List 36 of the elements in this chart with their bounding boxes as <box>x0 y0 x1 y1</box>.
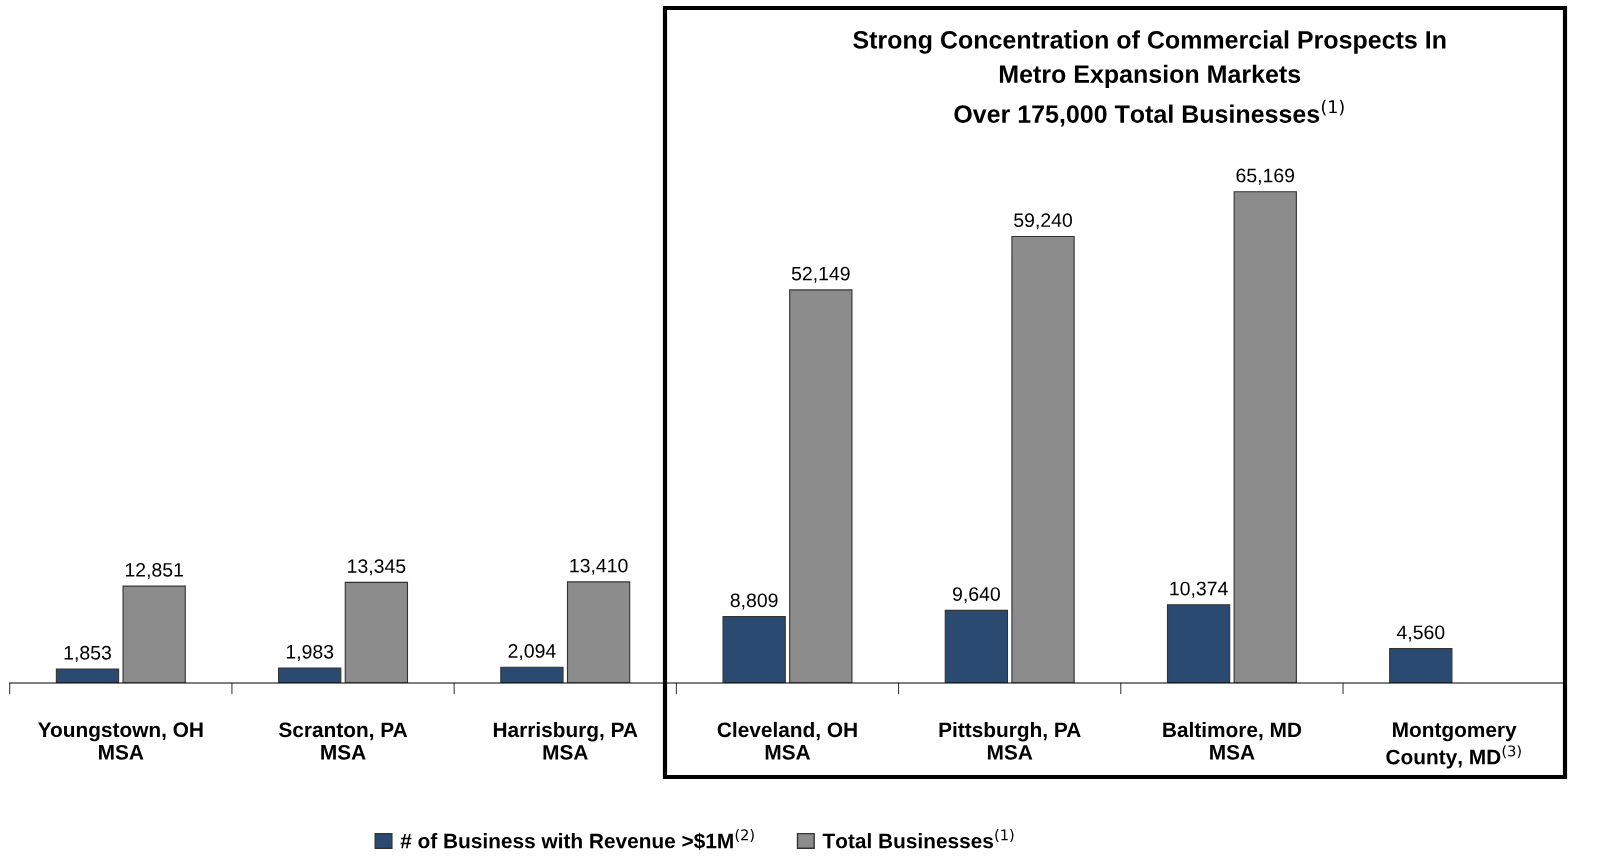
bar <box>566 581 631 683</box>
data-label: 10,374 <box>1170 581 1228 598</box>
x-tick-label: Scranton, PA MSA <box>279 722 408 760</box>
x-tick-label: Youngstown, OH MSA <box>38 722 203 760</box>
data-label: 59,240 <box>1014 213 1073 230</box>
bar <box>344 581 409 683</box>
data-label: 65,169 <box>1236 168 1295 185</box>
bar <box>944 609 1009 683</box>
legend-label: Total Businesses$^{(1)}$ <box>822 829 1014 849</box>
bar <box>789 289 853 683</box>
bar <box>1233 191 1297 683</box>
data-label: 12,851 <box>125 562 183 580</box>
data-label: 13,410 <box>570 558 628 575</box>
data-label: 1,853 <box>64 645 111 662</box>
bar <box>1011 235 1075 683</box>
chart-title: Strong Concentration of Commercial Prospects In Metro Expansion Markets Over 175,000 Total Businesses$^{(1)}$ <box>853 30 1446 127</box>
x-tick-label: Baltimore, MD MSA <box>1163 721 1302 760</box>
bar <box>722 616 786 683</box>
data-label: 13,345 <box>348 559 406 576</box>
data-label: 1,983 <box>286 644 334 661</box>
data-label: 9,640 <box>952 587 1000 604</box>
bar <box>122 585 186 683</box>
data-label: 52,149 <box>791 266 850 283</box>
data-label: 4,560 <box>1396 625 1445 642</box>
data-label: 2,094 <box>508 644 556 661</box>
bar <box>55 668 120 683</box>
x-tick-label: Montgomery County, MD$^{(3)}$ <box>1386 722 1521 769</box>
bar <box>1166 604 1231 683</box>
bar <box>1389 648 1453 683</box>
data-label: 8,809 <box>730 593 778 610</box>
legend-label: # of Business with Revenue >$1M$^{(2)}$ <box>400 829 754 850</box>
x-tick-label: Harrisburg, PA MSA <box>493 721 638 760</box>
x-tick-label: Pittsburgh, PA MSA <box>939 721 1081 760</box>
bar <box>278 667 342 683</box>
x-tick-label: Cleveland, OH MSA <box>717 721 857 760</box>
bar <box>500 666 564 683</box>
